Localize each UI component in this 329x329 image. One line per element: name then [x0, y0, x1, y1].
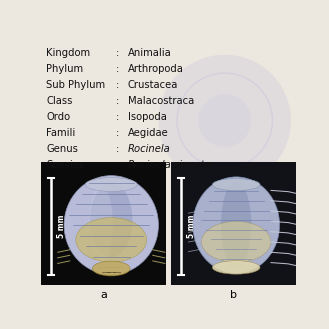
Text: 5 mm: 5 mm	[187, 215, 196, 238]
Text: a: a	[100, 291, 107, 300]
Text: :: :	[116, 160, 120, 170]
Text: 5 mm: 5 mm	[57, 215, 66, 238]
Ellipse shape	[76, 218, 147, 262]
Text: Ordo: Ordo	[46, 112, 70, 122]
Text: Phylum: Phylum	[46, 64, 83, 74]
Text: Malacostraca: Malacostraca	[128, 96, 194, 106]
Bar	[171, 162, 296, 285]
Ellipse shape	[212, 179, 260, 190]
Text: Class: Class	[46, 96, 73, 106]
Ellipse shape	[90, 183, 133, 257]
Text: Spesies: Spesies	[46, 160, 84, 170]
Text: :: :	[116, 80, 120, 90]
Text: :: :	[116, 48, 120, 58]
Ellipse shape	[212, 261, 260, 274]
Text: :: :	[116, 112, 120, 122]
Ellipse shape	[159, 55, 291, 187]
Text: :: :	[116, 96, 120, 106]
Bar	[41, 162, 166, 285]
Text: Animalia: Animalia	[128, 48, 171, 58]
Ellipse shape	[198, 94, 251, 147]
Text: :: :	[116, 144, 120, 154]
Text: b: b	[230, 291, 237, 300]
Text: Kingdom: Kingdom	[46, 48, 90, 58]
Ellipse shape	[221, 182, 251, 268]
Text: Arthropoda: Arthropoda	[128, 64, 184, 74]
Text: :: :	[116, 128, 120, 138]
Text: Aegidae: Aegidae	[128, 128, 168, 138]
Text: Sub Phylum: Sub Phylum	[46, 80, 105, 90]
Text: Rocinela: Rocinela	[128, 144, 170, 154]
Ellipse shape	[89, 186, 113, 265]
Ellipse shape	[92, 261, 130, 276]
Text: Crustacea: Crustacea	[128, 80, 178, 90]
Ellipse shape	[193, 177, 280, 273]
Text: Famili: Famili	[46, 128, 75, 138]
Ellipse shape	[201, 221, 271, 262]
Ellipse shape	[64, 176, 159, 274]
Text: Rocinela signata: Rocinela signata	[128, 160, 211, 170]
Text: :: :	[116, 64, 120, 74]
Ellipse shape	[85, 178, 137, 191]
Text: Genus: Genus	[46, 144, 78, 154]
Text: Isopoda: Isopoda	[128, 112, 167, 122]
